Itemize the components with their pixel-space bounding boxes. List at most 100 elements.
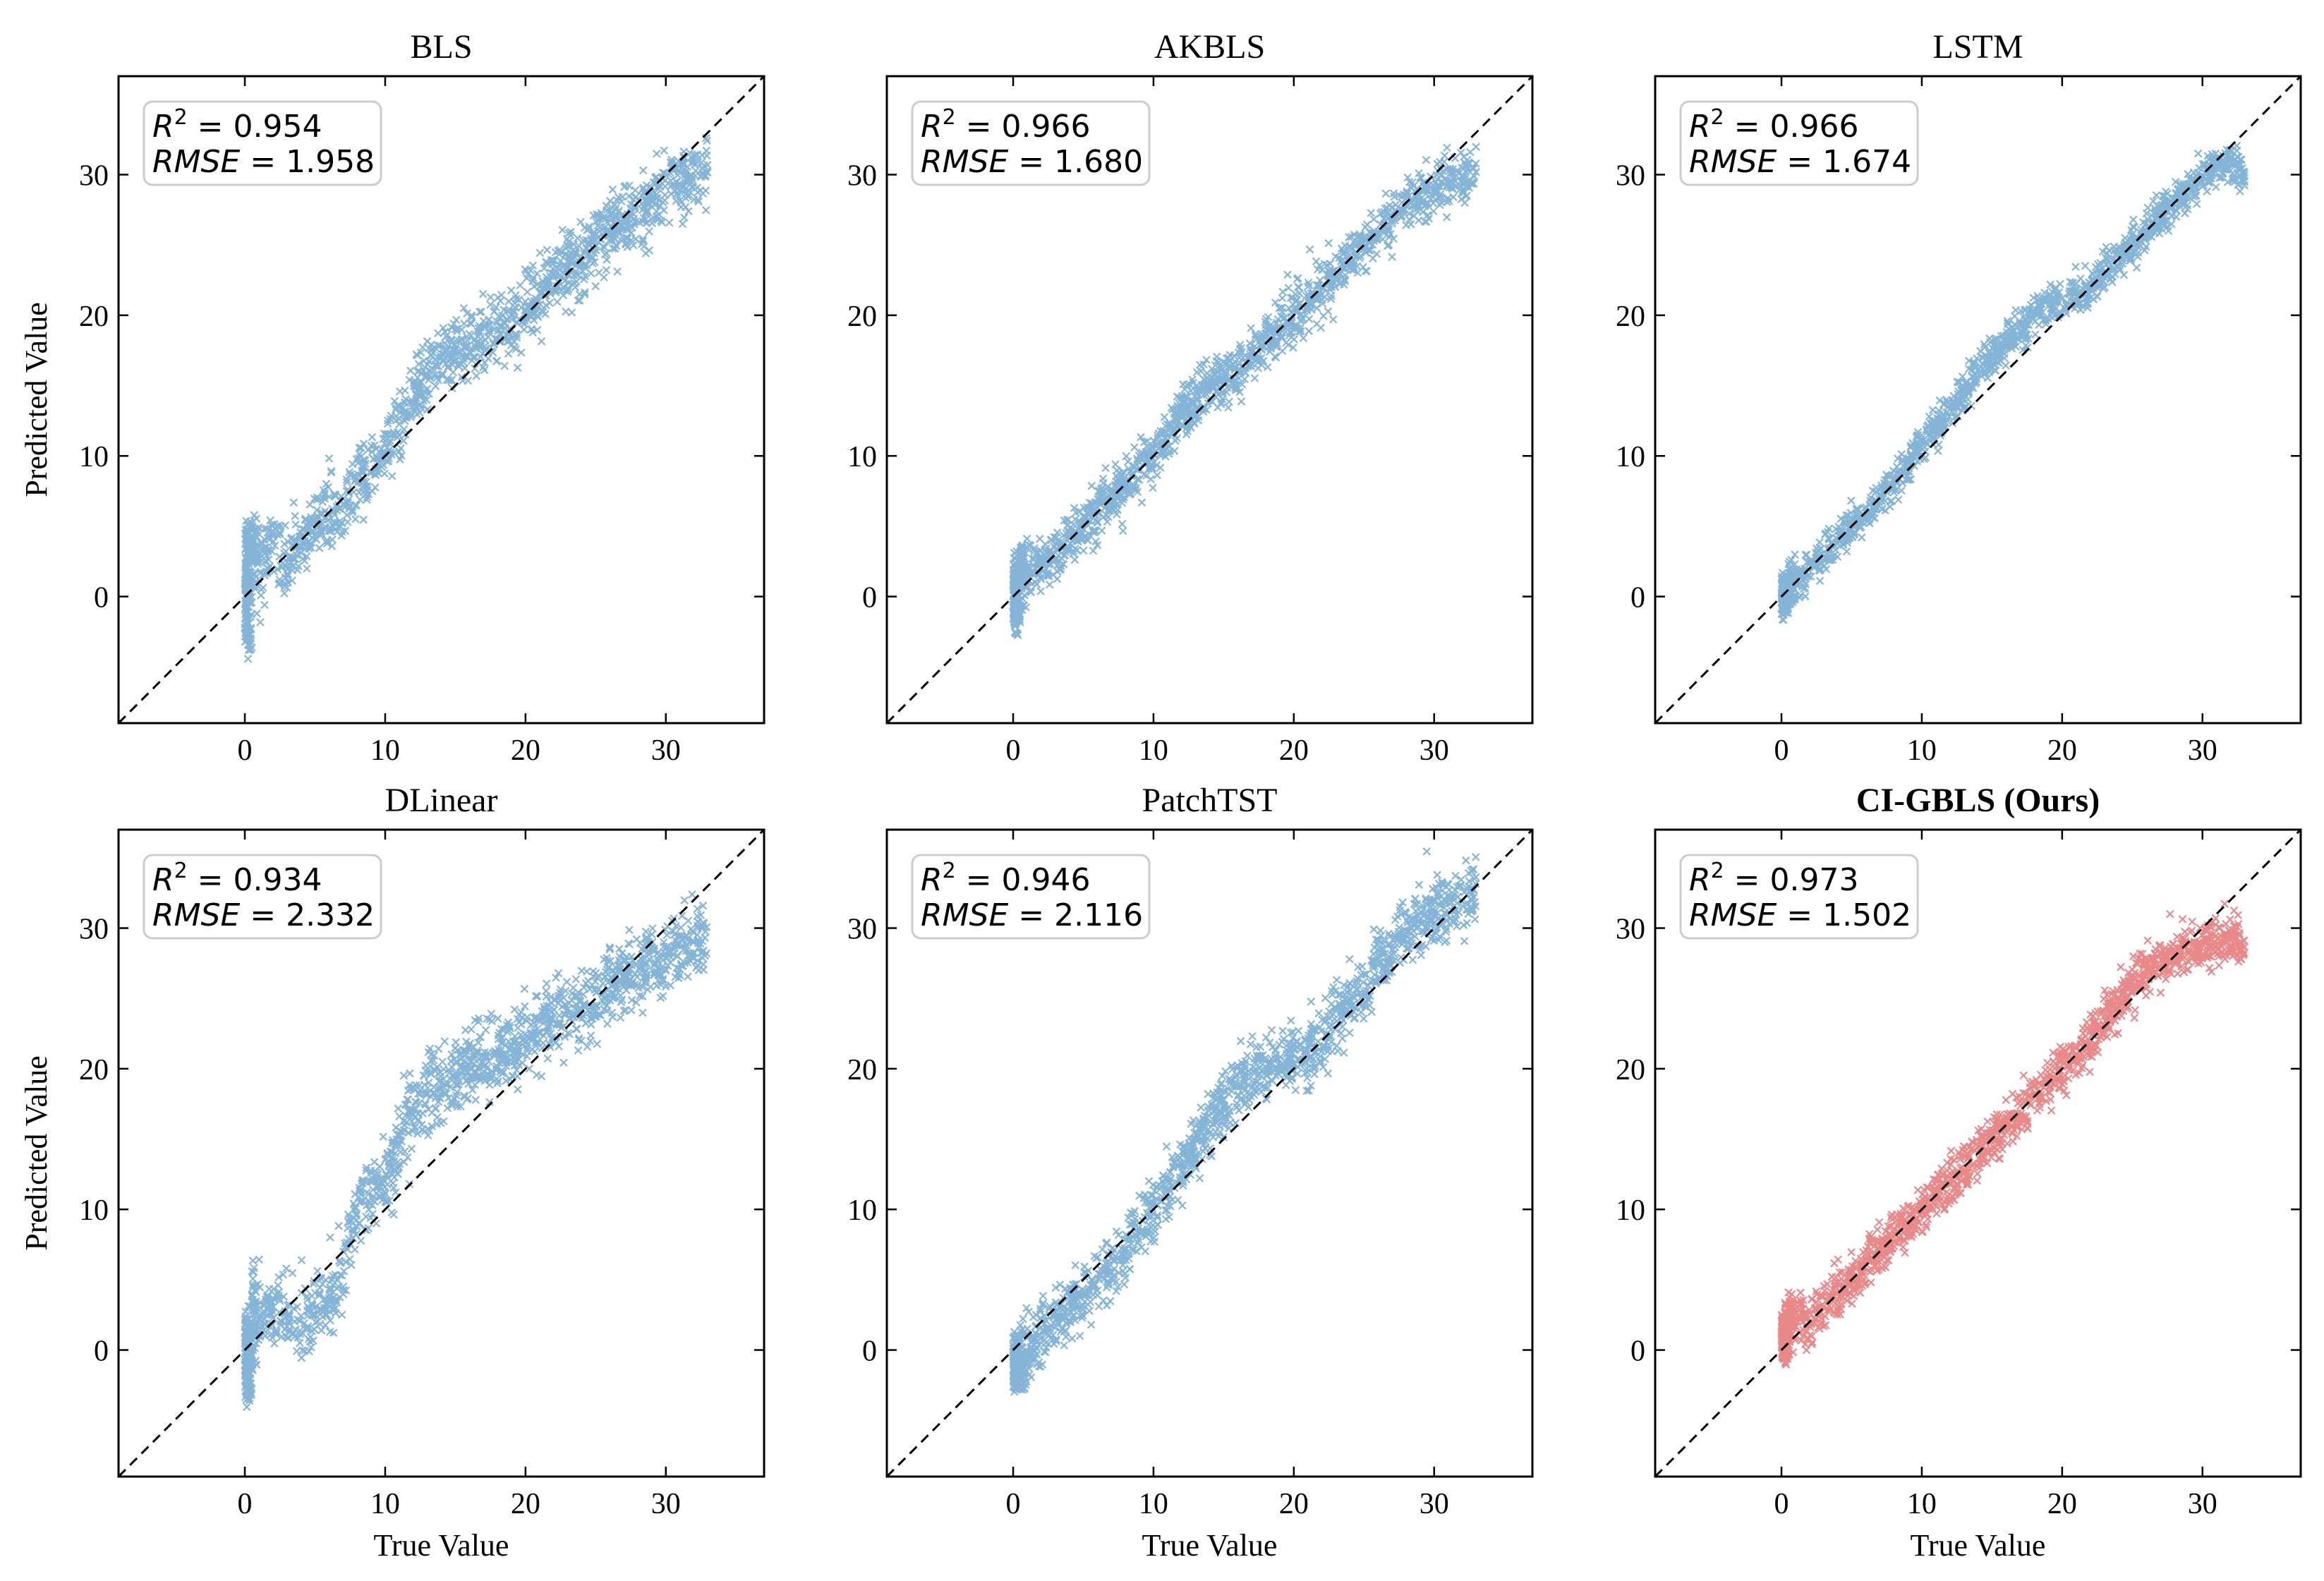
x-tick-label: 0 [1006, 734, 1021, 767]
scatter-points [241, 134, 712, 663]
y-tick-label: 0 [862, 582, 877, 614]
r2-stat: R2 = 0.934 [152, 859, 322, 898]
scatter-marks [241, 134, 712, 663]
rmse-stat: RMSE = 2.116 [921, 897, 1143, 933]
r2-stat: R2 = 0.966 [921, 105, 1090, 145]
x-tick-label: 30 [2188, 734, 2217, 767]
stats-box-frame [143, 854, 382, 940]
plot-frame [885, 75, 1534, 725]
panel-title: PatchTST [1142, 782, 1278, 819]
x-tick-label: 20 [1279, 1488, 1309, 1520]
y-axis-label: Predicted Value [19, 302, 54, 497]
rmse-stat: RMSE = 2.332 [152, 897, 375, 933]
plot-frame [885, 828, 1534, 1478]
identity-line [1655, 830, 2301, 1477]
x-tick-label: 10 [1907, 734, 1937, 767]
panel-title: BLS [410, 28, 472, 66]
identity-line [887, 76, 1532, 723]
x-tick-label: 10 [1139, 734, 1168, 767]
y-tick-label: 30 [1616, 914, 1645, 946]
y-tick-label: 10 [847, 1194, 877, 1227]
plot-frame [117, 828, 765, 1478]
scatter-points [1009, 847, 1480, 1396]
y-axis-label: Predicted Value [19, 1055, 54, 1251]
x-tick-label: 0 [1006, 1488, 1021, 1520]
panel-1: 0 10 20 30 0 10 20 30 BLS Predicted Value R2 = 0.9… [19, 28, 765, 767]
x-tick-label: 20 [2047, 734, 2077, 767]
x-tick-label: 0 [1774, 1488, 1789, 1520]
x-axis-label: True Value [1142, 1528, 1278, 1563]
x-tick-label: 20 [1279, 734, 1309, 767]
plot-frame [1654, 828, 2302, 1478]
x-tick-label: 20 [2047, 1488, 2077, 1520]
identity-line [1655, 76, 2301, 723]
x-tick-label: 30 [1420, 734, 1449, 767]
panel-4: 0 10 20 30 0 10 20 30 DLinear True Value Predicted… [19, 782, 765, 1563]
x-tick-label: 30 [651, 1488, 681, 1520]
x-tick-label: 10 [370, 734, 400, 767]
y-tick-label: 0 [1630, 582, 1645, 614]
x-tick-label: 10 [370, 1488, 400, 1520]
x-tick-label: 10 [1139, 1488, 1168, 1520]
x-axis-label: True Value [374, 1528, 509, 1563]
y-tick-label: 20 [79, 301, 109, 333]
scatter-marks [241, 890, 711, 1412]
x-tick-label: 0 [1774, 734, 1789, 767]
r2-stat: R2 = 0.973 [1689, 859, 1858, 898]
y-tick-label: 10 [79, 1194, 109, 1227]
y-tick-label: 10 [847, 441, 877, 473]
y-tick-label: 30 [847, 914, 877, 946]
scatter-marks [1777, 141, 2249, 624]
rmse-stat: RMSE = 1.680 [921, 144, 1143, 180]
r2-stat: R2 = 0.946 [921, 859, 1090, 898]
y-tick-label: 30 [79, 160, 109, 193]
identity-line [887, 830, 1532, 1477]
y-tick-label: 20 [847, 1054, 877, 1086]
stats-box-frame [143, 100, 382, 186]
identity-line [119, 76, 764, 723]
rmse-stat: RMSE = 1.674 [1689, 144, 1911, 180]
stats-box-frame [911, 100, 1151, 186]
x-tick-label: 10 [1907, 1488, 1937, 1520]
y-tick-label: 20 [1616, 301, 1645, 333]
plot-frame [117, 75, 765, 725]
y-tick-label: 10 [1616, 441, 1645, 473]
y-tick-label: 0 [862, 1335, 877, 1368]
y-tick-label: 10 [1616, 1194, 1645, 1227]
x-tick-label: 20 [511, 1488, 540, 1520]
scatter-marks [1009, 847, 1480, 1396]
panel-title: CI-GBLS (Ours) [1856, 782, 2100, 819]
y-tick-label: 20 [1616, 1054, 1645, 1086]
plot-frame [1654, 75, 2302, 725]
x-tick-label: 30 [1420, 1488, 1449, 1520]
rmse-stat: RMSE = 1.502 [1689, 897, 1911, 933]
y-tick-label: 30 [79, 914, 109, 946]
scatter-points [241, 890, 711, 1412]
y-tick-label: 20 [847, 301, 877, 333]
panels-container: 0 10 20 30 0 10 20 30 BLS Predicted Value R2 = 0.9… [19, 28, 2302, 1563]
y-tick-label: 10 [79, 441, 109, 473]
x-axis-label: True Value [1911, 1528, 2046, 1563]
y-tick-label: 30 [847, 160, 877, 193]
rmse-stat: RMSE = 1.958 [152, 144, 375, 180]
panel-6: 0 10 20 30 0 10 20 30 CI-GBLS (Ours) True Value R2… [1616, 782, 2302, 1563]
panel-title: LSTM [1932, 28, 2023, 66]
r2-stat: R2 = 0.966 [1689, 105, 1858, 145]
panel-5: 0 10 20 30 0 10 20 30 PatchTST True Value R2 = 0.9… [847, 782, 1534, 1563]
stats-box-frame [911, 854, 1151, 940]
y-tick-label: 30 [1616, 160, 1645, 193]
x-tick-label: 0 [238, 734, 253, 767]
y-tick-label: 0 [1630, 1335, 1645, 1368]
x-tick-label: 0 [238, 1488, 253, 1520]
stats-box-frame [1679, 854, 1919, 940]
x-tick-label: 30 [2188, 1488, 2217, 1520]
